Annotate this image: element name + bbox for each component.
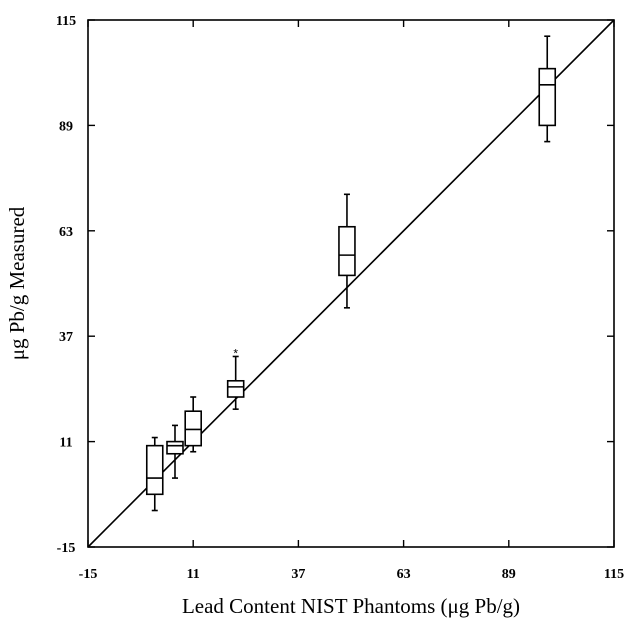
x-tick-label: 89 [502,567,516,582]
reference-line-layer [87,19,615,548]
y-tick-label: 115 [56,14,76,29]
boxes-layer: * [145,35,557,512]
x-tick-label: -15 [79,567,98,582]
box-iqr [166,440,184,455]
x-tick-label: 63 [397,567,411,582]
box-plot-1 [145,436,164,512]
x-axis-ticks: -15 11 37 63 89 115 [79,20,624,582]
box-plot-4: * [226,346,245,410]
x-axis-title: Lead Content NIST Phantoms (μg Pb/g) [182,594,520,618]
y-axis-title: μg Pb/g Measured [5,206,29,360]
plot-frame [87,19,615,548]
y-axis-ticks: -15 11 37 63 89 115 [56,14,614,556]
outlier-marker: * [233,346,238,360]
y-tick-label: 89 [59,119,73,134]
box-iqr [184,410,202,447]
x-tick-label: 115 [604,567,624,582]
x-tick-label: 37 [291,567,305,582]
box-plot-5 [338,193,356,309]
box-plot-3 [184,396,202,453]
box-iqr [226,379,245,398]
y-tick-label: 37 [59,330,73,345]
box-plot-2 [166,424,184,479]
y-tick-label: 63 [59,225,73,240]
box-iqr [338,225,356,277]
reference-line [87,19,615,548]
y-tick-label: 11 [59,436,72,451]
y-tick-label: -15 [57,541,76,556]
box-iqr [538,67,557,127]
box-iqr [145,444,164,496]
x-tick-label: 11 [187,567,200,582]
box-plot-6 [538,35,557,143]
